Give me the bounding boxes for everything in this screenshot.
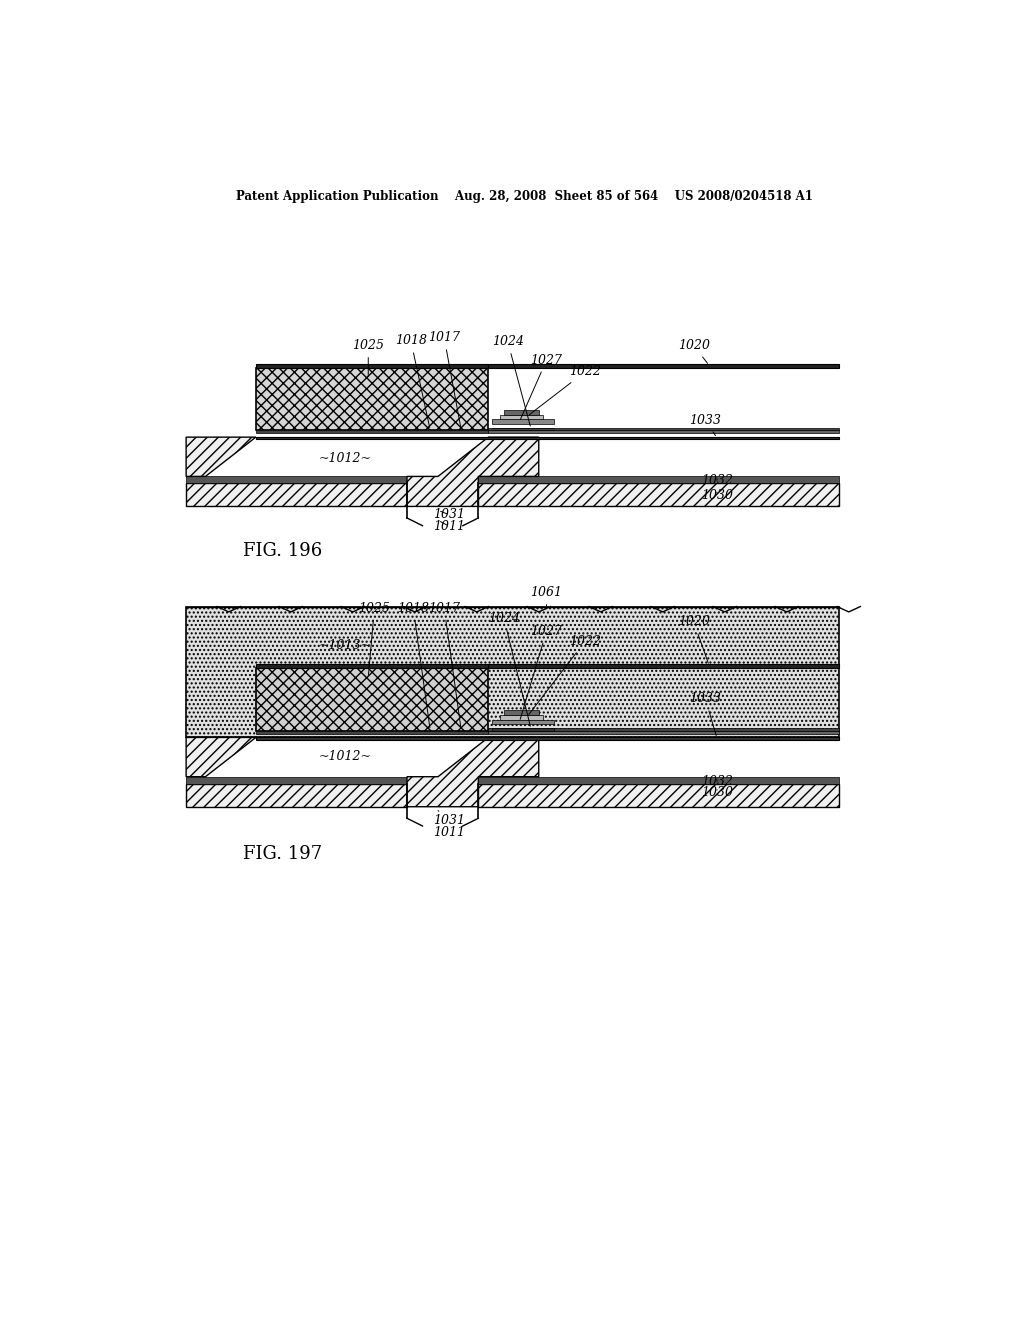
Text: 1030: 1030 <box>701 787 733 800</box>
Text: FIG. 197: FIG. 197 <box>243 846 322 863</box>
Text: 1027: 1027 <box>520 624 562 719</box>
Bar <box>500 715 543 719</box>
Text: FIG. 196: FIG. 196 <box>243 543 322 560</box>
Text: 1033: 1033 <box>689 693 721 735</box>
Bar <box>256 440 488 477</box>
Bar <box>478 477 840 483</box>
Bar <box>186 784 407 807</box>
Polygon shape <box>186 738 256 776</box>
Polygon shape <box>186 437 256 477</box>
Bar <box>186 607 840 738</box>
Bar <box>256 430 488 433</box>
Text: 1025: 1025 <box>352 339 384 376</box>
Text: 1017: 1017 <box>428 602 461 727</box>
Text: 1020: 1020 <box>678 339 710 363</box>
Bar <box>493 420 554 424</box>
Text: Patent Application Publication    Aug. 28, 2008  Sheet 85 of 564    US 2008/0204: Patent Application Publication Aug. 28, … <box>237 190 813 203</box>
Bar <box>493 428 554 430</box>
Text: 1033: 1033 <box>689 413 721 436</box>
Text: ~1013~: ~1013~ <box>318 639 372 652</box>
Text: 1017: 1017 <box>428 331 461 428</box>
Bar <box>256 364 488 368</box>
Text: 1011: 1011 <box>433 520 466 533</box>
Bar <box>478 776 840 784</box>
Bar <box>488 664 840 668</box>
Text: 1031: 1031 <box>433 508 466 521</box>
Bar <box>478 784 840 807</box>
Text: ~1012~: ~1012~ <box>318 750 372 763</box>
Bar <box>500 414 543 420</box>
Text: 1031: 1031 <box>433 810 466 828</box>
Bar <box>256 437 840 440</box>
Text: 1018: 1018 <box>397 602 430 727</box>
Bar <box>488 730 840 734</box>
Bar <box>504 411 539 414</box>
Text: 1025: 1025 <box>358 602 390 675</box>
Bar <box>504 710 539 715</box>
Bar <box>256 368 488 430</box>
Text: 1022: 1022 <box>529 366 601 414</box>
Bar <box>256 730 488 734</box>
Text: 1061: 1061 <box>530 586 562 606</box>
Bar <box>186 477 407 483</box>
Text: 1032: 1032 <box>701 474 733 487</box>
Bar <box>256 738 840 739</box>
Text: 1032: 1032 <box>701 775 733 788</box>
Text: 1030: 1030 <box>701 490 733 502</box>
Text: 1024: 1024 <box>487 611 530 726</box>
Text: 1011: 1011 <box>433 821 466 838</box>
Text: ~1012~: ~1012~ <box>318 453 372 465</box>
Text: 1018: 1018 <box>395 334 430 428</box>
Bar <box>256 664 488 668</box>
Bar <box>256 668 488 730</box>
Text: 1027: 1027 <box>520 354 562 420</box>
Polygon shape <box>407 437 539 507</box>
Text: 1022: 1022 <box>528 635 601 714</box>
Bar <box>478 483 840 507</box>
Bar <box>488 430 840 433</box>
Text: 1020: 1020 <box>678 615 710 663</box>
Bar <box>488 364 840 368</box>
Text: 1024: 1024 <box>492 335 530 426</box>
Bar <box>493 719 554 725</box>
Bar <box>488 428 840 430</box>
Bar <box>493 729 554 730</box>
Bar <box>488 729 840 730</box>
Polygon shape <box>407 738 539 807</box>
Bar <box>186 483 407 507</box>
Bar <box>186 776 407 784</box>
